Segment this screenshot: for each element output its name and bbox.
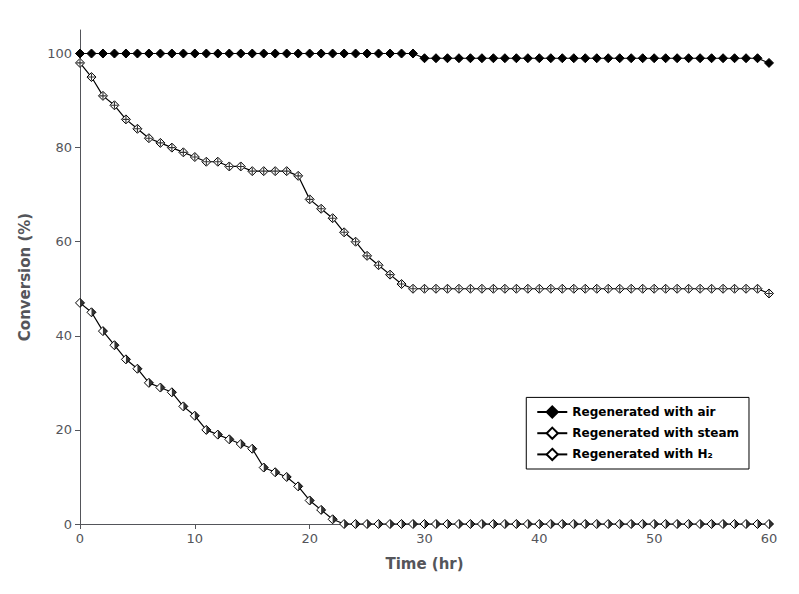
- svg-text:Regenerated with air: Regenerated with air: [572, 405, 715, 419]
- svg-text:80: 80: [55, 140, 72, 155]
- svg-text:20: 20: [301, 531, 318, 546]
- svg-text:Regenerated with H₂: Regenerated with H₂: [572, 447, 712, 461]
- svg-text:20: 20: [55, 422, 72, 437]
- svg-text:Time (hr): Time (hr): [385, 555, 463, 573]
- svg-text:50: 50: [646, 531, 663, 546]
- svg-text:40: 40: [55, 328, 72, 343]
- svg-text:40: 40: [531, 531, 548, 546]
- svg-text:60: 60: [761, 531, 778, 546]
- svg-text:60: 60: [55, 234, 72, 249]
- svg-text:0: 0: [76, 531, 84, 546]
- svg-text:30: 30: [416, 531, 433, 546]
- svg-text:100: 100: [47, 46, 72, 61]
- svg-text:10: 10: [187, 531, 204, 546]
- svg-text:Regenerated with steam: Regenerated with steam: [572, 426, 739, 440]
- svg-text:0: 0: [64, 517, 72, 532]
- svg-text:Conversion (%): Conversion (%): [16, 213, 34, 341]
